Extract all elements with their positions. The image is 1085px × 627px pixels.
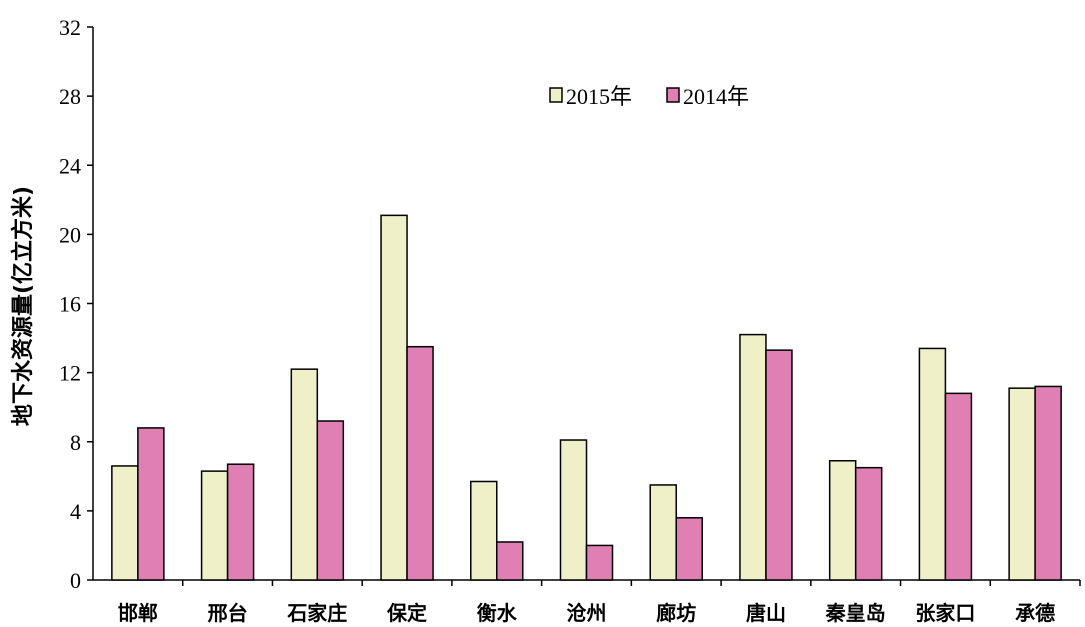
bar-series-1 <box>290 368 319 581</box>
x-tick-label: 衡水 <box>477 601 518 625</box>
bar-series-2 <box>226 463 255 581</box>
y-tick-label: 0 <box>70 568 81 593</box>
bar-series-1 <box>739 333 767 581</box>
bar-series-1 <box>828 460 857 581</box>
bar-series-2 <box>137 427 165 581</box>
bar-series-1 <box>111 465 139 581</box>
legend: 2015年 2014年 <box>549 84 749 109</box>
bar-series-1 <box>559 439 588 581</box>
x-tick-label: 承德 <box>1015 601 1055 625</box>
bar-series-1 <box>1008 387 1036 581</box>
bar-series-2 <box>765 349 793 581</box>
bar-series-1 <box>470 480 498 581</box>
bar-series-1 <box>649 484 677 581</box>
y-tick-label: 32 <box>59 15 81 40</box>
y-axis-label: 地下水资源量(亿立方米) <box>10 186 36 426</box>
x-tick-label: 秦皇岛 <box>825 601 886 625</box>
x-tick-label: 邯郸 <box>118 601 158 625</box>
bar-series-2 <box>854 466 883 581</box>
bar-series-1 <box>918 347 947 581</box>
bar-series-1 <box>380 214 408 581</box>
y-tick-label: 28 <box>59 84 81 109</box>
legend-label: 2015年 <box>566 84 632 109</box>
legend-swatch <box>549 87 563 103</box>
bar-series-2 <box>675 517 703 581</box>
y-tick-label: 8 <box>70 430 81 455</box>
bar-series-2 <box>406 345 434 581</box>
legend-label: 2014年 <box>683 84 749 109</box>
x-tick-label: 保定 <box>386 601 427 625</box>
x-tick-label: 张家口 <box>915 601 975 625</box>
y-tick-label: 16 <box>59 292 81 317</box>
plot-area: 0 4 8 12 16 20 24 28 32 邯郸 邢台 石家庄 保定 衡水 沧州 廊坊 唐山 秦皇岛 张家口 承德 <box>59 15 1081 625</box>
y-tick-label: 24 <box>59 153 81 178</box>
x-tick-label: 邢台 <box>208 601 248 625</box>
x-tick-label: 沧州 <box>567 601 607 625</box>
bar-series-2 <box>316 420 345 581</box>
bar-series-2 <box>944 392 973 581</box>
x-tick-label: 廊坊 <box>656 601 696 625</box>
bar-series-1 <box>200 470 229 581</box>
y-tick-label: 20 <box>59 222 81 247</box>
y-tick-label: 12 <box>59 361 81 386</box>
x-tick-label: 唐山 <box>746 601 786 625</box>
bar-series-2 <box>1034 385 1062 581</box>
bar-series-2 <box>585 544 614 581</box>
bar-series-2 <box>496 541 524 581</box>
y-tick-label: 4 <box>70 499 81 524</box>
x-tick-label: 石家庄 <box>286 601 347 625</box>
legend-swatch <box>666 87 680 103</box>
